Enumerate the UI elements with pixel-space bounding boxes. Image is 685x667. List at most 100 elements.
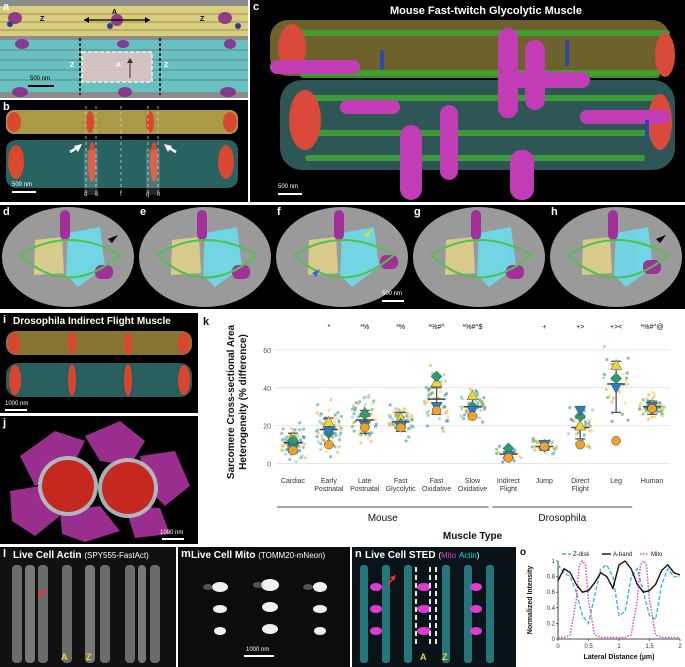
data-point <box>585 444 589 448</box>
data-point <box>370 402 375 406</box>
data-point <box>303 456 307 460</box>
data-point <box>531 437 535 441</box>
data-point <box>604 387 608 392</box>
data-point <box>319 442 323 446</box>
panel-label-b: b <box>3 101 10 113</box>
panel-n-title: Live Cell STED (Mito Actin) <box>365 550 479 561</box>
data-point <box>610 419 614 423</box>
data-point <box>329 398 333 402</box>
data-point <box>394 407 398 411</box>
data-point <box>625 382 630 386</box>
data-point <box>641 398 645 402</box>
data-point <box>300 454 304 458</box>
data-point <box>464 410 469 415</box>
data-point <box>626 418 630 422</box>
marker-d: d <box>84 192 88 198</box>
y-tick-label: 40 <box>263 386 271 393</box>
data-point <box>298 438 303 442</box>
data-point <box>439 389 443 394</box>
panel-l-label-z: Z <box>86 652 92 662</box>
data-point <box>426 409 431 413</box>
significance-label: +>< <box>610 324 622 331</box>
label-z-lower-right: Z <box>164 62 169 69</box>
data-point <box>569 417 573 421</box>
series-line <box>557 563 680 625</box>
data-point <box>351 404 355 408</box>
data-point <box>327 408 331 412</box>
label-a-top: A <box>112 9 118 16</box>
panel-n-title-main: Live Cell STED <box>365 550 436 561</box>
data-point <box>610 362 614 366</box>
data-point <box>572 419 576 423</box>
data-point <box>480 399 484 403</box>
panel-n-sub-mito: Mito <box>441 551 457 560</box>
data-point <box>280 438 284 442</box>
data-point <box>410 413 414 418</box>
data-point <box>280 431 284 435</box>
panel-label-l: l <box>3 548 7 560</box>
data-point <box>285 435 289 439</box>
data-point <box>638 407 642 411</box>
data-point <box>293 428 297 432</box>
y-tick-label: 0 <box>552 637 556 643</box>
significance-label: +> <box>576 324 584 331</box>
data-point <box>620 412 625 416</box>
data-point <box>567 432 571 436</box>
panel-c: c Mouse Fast-twitch Glycolytic Muscle 50… <box>250 0 685 202</box>
data-point <box>495 447 499 451</box>
significance-label: *%#^$ <box>462 324 482 331</box>
x-tick-label: 2 <box>678 644 682 650</box>
panel-n: n Live Cell STED (Mito Actin) A Z <box>352 547 516 667</box>
data-point <box>530 445 534 449</box>
series-marker-inverted-triangle <box>466 405 479 417</box>
data-point <box>533 439 537 443</box>
data-point <box>396 407 401 411</box>
data-point <box>533 448 537 452</box>
data-point <box>333 431 337 436</box>
data-point <box>370 431 374 435</box>
data-point <box>481 420 485 424</box>
panel-label-j: j <box>3 417 7 429</box>
legend-label: Mito <box>651 552 663 558</box>
chart-o: 0 0.5 1 1.5 2 0 0.2 0.4 0.6 0.8 1 Lateral Distance … <box>527 552 682 661</box>
data-point <box>544 451 548 455</box>
data-point <box>461 416 466 421</box>
data-point <box>554 445 559 449</box>
data-point <box>552 447 556 451</box>
panel-j-image <box>0 416 198 544</box>
data-point <box>333 445 337 449</box>
x-tick-label: Indirect Flight <box>497 478 520 493</box>
data-point <box>407 416 412 420</box>
data-point <box>391 422 395 426</box>
x-tick-label: Direct Flight <box>571 478 589 493</box>
x-tick-label: Cardiac <box>281 478 306 485</box>
data-point <box>366 435 370 440</box>
panel-i-image <box>0 313 198 413</box>
data-point <box>535 441 540 445</box>
x-tick-label: 1 <box>617 644 621 650</box>
data-point <box>460 397 464 401</box>
data-point <box>409 424 413 428</box>
panel-l: l Live Cell Actin (SPY555-FastAct) A Z <box>0 547 176 667</box>
significance-label: + <box>542 324 546 331</box>
panel-c-title: Mouse Fast-twitch Glycolytic Muscle <box>390 5 582 17</box>
data-point <box>352 429 356 433</box>
panel-j-scale-bar <box>162 538 184 540</box>
label-z-lower-left: Z <box>70 62 75 69</box>
data-point <box>476 401 480 405</box>
data-point <box>337 434 342 438</box>
data-point <box>356 401 360 406</box>
data-point <box>315 411 319 415</box>
data-point <box>651 395 655 400</box>
marker-e: e <box>95 192 99 198</box>
data-point <box>497 444 502 448</box>
data-point <box>333 413 337 417</box>
panel-b-scale-text: 500 nm <box>12 182 33 188</box>
panel-i-scale-text: 1000 nm <box>5 401 29 407</box>
data-point <box>301 435 305 439</box>
data-point <box>316 440 320 444</box>
data-point <box>424 385 428 389</box>
panel-o: o 0 0.5 1 1.5 2 0 0.2 0.4 0.6 0.8 1 Lateral Distanc… <box>518 547 685 667</box>
data-point <box>359 441 363 445</box>
x-tick-label: Slow Oxidative <box>458 478 487 493</box>
